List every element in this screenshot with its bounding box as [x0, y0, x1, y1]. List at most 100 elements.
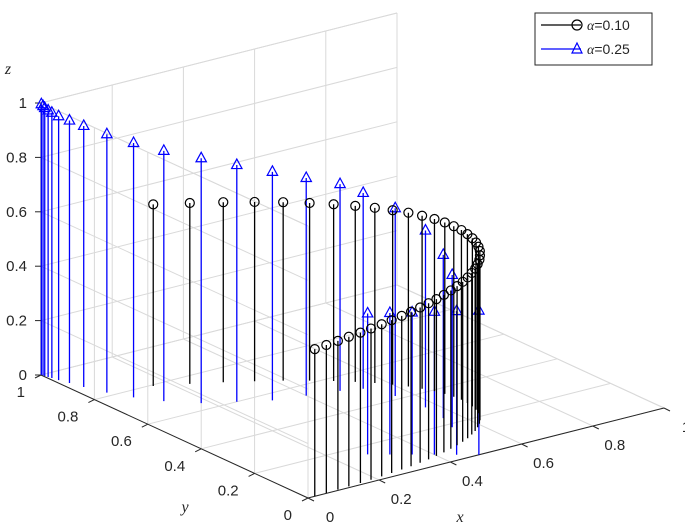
left-wall-grid-horizontal [40, 265, 309, 390]
z-tick-label: 0 [19, 367, 27, 384]
stem-marker-circle [386, 315, 397, 326]
stem-marker-circle [249, 196, 260, 208]
x-tick-mark [521, 443, 528, 448]
x-tick-label: 0.8 [604, 437, 625, 454]
stem-marker-triangle [230, 157, 244, 170]
stem-marker-triangle [157, 143, 171, 155]
legend: α=0.10 α=0.25 [534, 12, 653, 66]
x-tick-label: 1 [682, 419, 685, 436]
legend-box [534, 12, 653, 66]
stem-marker-circle [278, 197, 289, 208]
legend-triangle-marker [571, 41, 583, 54]
x-tick-mark [307, 497, 315, 502]
stem-marker-triangle [127, 135, 140, 148]
legend-circle-marker [571, 19, 583, 31]
x-tick-label: 0.6 [533, 455, 554, 472]
stem-marker-triangle [419, 223, 432, 235]
x-tick-label: 0.4 [462, 473, 483, 490]
stem-marker-circle [396, 310, 407, 321]
stem-marker-triangle [52, 108, 65, 121]
y-tick-label: 1 [17, 384, 25, 401]
back-wall-grid-horizontal [40, 175, 398, 267]
y-tick-mark [248, 472, 255, 477]
stem-marker-circle [429, 213, 440, 225]
stem-marker-triangle [300, 170, 313, 183]
z-tick-label: 0.6 [6, 204, 27, 221]
stem-marker-circle [304, 197, 315, 209]
floor-grid-line-x [111, 356, 380, 481]
stem-marker-triangle [100, 126, 114, 139]
x-tick-label: 0.2 [391, 491, 412, 508]
stem-marker-circle [439, 217, 450, 228]
stem-marker-circle [403, 207, 414, 218]
floor-grid-line-y [201, 358, 558, 450]
stem-marker-circle [431, 294, 442, 305]
stem-marker-triangle [63, 113, 76, 125]
x-tick-mark [450, 461, 457, 466]
stem-marker-circle [415, 302, 426, 313]
left-top-edge-line [40, 102, 309, 227]
z-tick-label: 0.2 [6, 313, 27, 330]
left-wall-grid-horizontal [40, 320, 309, 445]
stem-marker-triangle [266, 164, 279, 176]
stem-marker-circle [355, 327, 366, 338]
back-wall-grid-horizontal [40, 66, 398, 158]
stem-marker-triangle [389, 201, 402, 213]
x-tick-label: 0 [326, 509, 334, 525]
legend-label-alpha-025: α=0.25 [587, 41, 630, 58]
floor-grid-line-y [40, 284, 398, 376]
y-tick-label: 0.8 [58, 409, 79, 426]
back-wall-grid-horizontal [40, 121, 398, 213]
stem-marker-circle [350, 200, 361, 211]
y-tick-label: 0 [284, 507, 292, 524]
stem-marker-circle [369, 202, 380, 213]
stem-marker-triangle [361, 306, 374, 318]
z-tick-label: 1 [19, 95, 27, 112]
stem-marker-circle [184, 197, 195, 209]
stem-marker-circle [343, 331, 354, 342]
z-axis-label: z [4, 61, 12, 78]
y-axis-line [40, 374, 309, 499]
floor-grid-line-x [183, 338, 451, 463]
back-top-edge-line [40, 12, 398, 104]
y-tick-mark [301, 497, 309, 502]
stem-marker-circle [328, 199, 339, 210]
stem-marker-triangle [445, 267, 459, 280]
stem-marker-circle [416, 210, 428, 221]
y-tick-mark [88, 399, 95, 404]
left-wall-grid-horizontal [40, 211, 309, 336]
x-axis-line [307, 407, 665, 499]
legend-label-alpha-010: α=0.10 [587, 17, 630, 34]
tick-labels: 00.20.40.60.8100.20.40.60.8100.20.40.60.… [6, 95, 685, 525]
stem-marker-circle [423, 298, 434, 309]
z-tick-label: 0.4 [6, 258, 27, 275]
floor-edge-line [396, 284, 665, 409]
back-wall-grid-horizontal [40, 230, 398, 322]
stems-layer [35, 97, 486, 497]
x-axis-label: x [455, 509, 463, 525]
floor-grid-line-x [325, 302, 594, 427]
stem-marker-circle [309, 344, 320, 355]
stem-marker-circle [376, 319, 387, 330]
stem-marker-circle [365, 323, 377, 334]
y-tick-mark [141, 423, 149, 428]
stem-marker-triangle [194, 151, 208, 163]
y-tick-label: 0.2 [218, 482, 239, 499]
x-tick-mark [663, 407, 671, 412]
y-tick-label: 0.6 [111, 433, 132, 450]
stem-marker-triangle [356, 185, 370, 198]
stem-marker-circle [438, 289, 450, 301]
grid-layer [40, 12, 665, 499]
x-tick-mark [378, 479, 386, 484]
stem-marker-circle [218, 197, 229, 208]
y-tick-mark [194, 448, 202, 453]
stem-marker-triangle [45, 105, 59, 117]
stem-marker-triangle [77, 118, 90, 131]
x-tick-mark [592, 425, 600, 430]
floor-grid-line-y [254, 382, 611, 474]
y-axis-label: y [179, 499, 189, 516]
stem-marker-circle [387, 205, 398, 216]
stem-marker-triangle [437, 247, 450, 259]
stem-marker-triangle [333, 176, 347, 189]
